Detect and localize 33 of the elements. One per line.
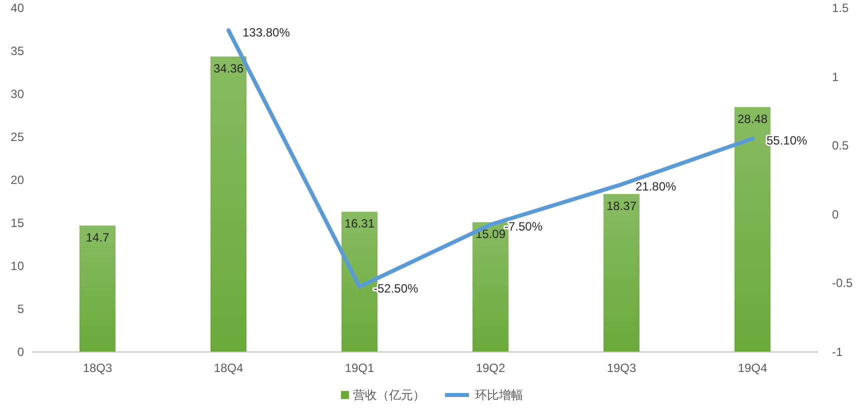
x-tick-label: 19Q3 <box>606 361 636 375</box>
data-label: 14.7 <box>86 230 110 245</box>
y2-tick-label: 0.5 <box>832 138 850 153</box>
y2-tick-label: -0.5 <box>832 276 854 290</box>
x-tick-label: 19Q2 <box>476 361 506 375</box>
data-label: 21.80% <box>636 179 677 194</box>
y-tick-label: 35 <box>10 44 24 58</box>
bar <box>604 194 640 352</box>
legend-label: 环比增幅 <box>475 388 523 402</box>
bar <box>80 226 116 352</box>
data-label: 133.80% <box>242 25 290 40</box>
legend-label: 营收（亿元） <box>353 388 425 402</box>
data-label: 16.31 <box>344 216 375 231</box>
x-tick-label: 19Q1 <box>344 361 374 375</box>
y-tick-label: 15 <box>10 216 24 230</box>
x-tick-label: 19Q4 <box>738 361 768 375</box>
y-tick-label: 5 <box>17 302 24 316</box>
y-tick-label: 0 <box>17 345 24 359</box>
y-tick-label: 20 <box>10 173 24 187</box>
y2-tick-label: -1 <box>832 345 843 359</box>
y-tick-label: 30 <box>10 87 24 101</box>
y-tick-label: 10 <box>10 259 24 273</box>
x-tick-label: 18Q4 <box>214 361 244 375</box>
y-tick-label: 40 <box>10 1 24 15</box>
data-label: 18.37 <box>606 199 637 214</box>
y2-tick-label: 1 <box>832 70 839 84</box>
y-tick-label: 25 <box>10 130 24 144</box>
y2-tick-label: 1.5 <box>832 1 850 15</box>
data-label: 34.36 <box>213 62 244 76</box>
bar <box>210 56 246 352</box>
y2-tick-label: 0 <box>832 207 839 222</box>
data-label: 28.48 <box>737 112 768 126</box>
x-tick-label: 18Q3 <box>82 361 112 375</box>
